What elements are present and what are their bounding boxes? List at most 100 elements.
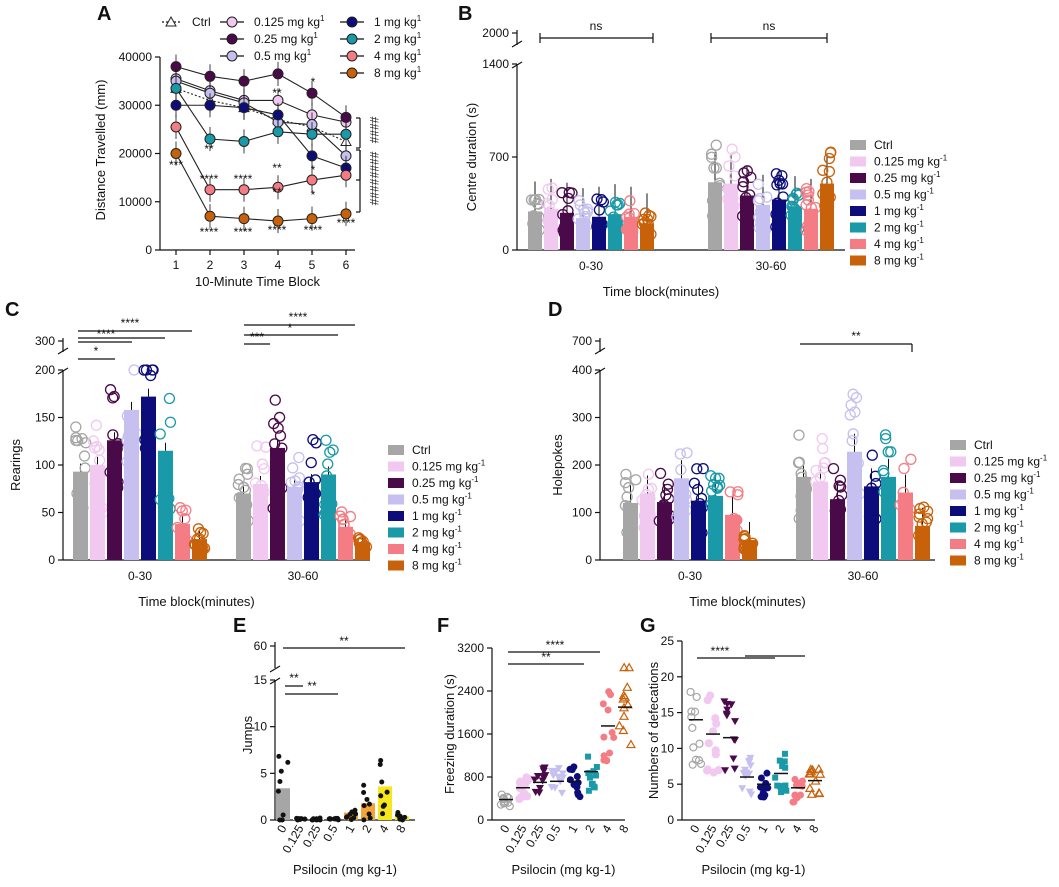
panel-c-bar-d025 (270, 447, 285, 560)
panel-b-axis-break (511, 40, 523, 48)
panel-e-xtick-label: 0.5 (320, 822, 341, 844)
panel-f-point-d0125 (516, 779, 525, 788)
panel-c-point-ctrl (241, 463, 253, 475)
panel-b-point-d025 (558, 227, 570, 239)
panel-b-ytick-label: 2000 (482, 26, 509, 40)
panel-c-legend-d4-swatch (388, 544, 404, 554)
panel-d-point-d1 (865, 482, 878, 494)
panel-d-point-d1 (697, 462, 709, 475)
panel-a-line-d0125 (175, 78, 347, 123)
panel-f-xtick-label: 4 (599, 822, 615, 835)
panel-c-axis-break (57, 367, 69, 375)
panel-c-point-d05 (287, 462, 299, 474)
panel-b-point-d05 (573, 194, 585, 207)
panel-d-point-d05 (844, 409, 856, 421)
panel-g-point-d2 (776, 757, 783, 764)
panel-b-stat-0: ns (590, 19, 603, 33)
panel-b-point-d05 (754, 206, 766, 219)
panel-d-legend-d025-swatch (950, 473, 966, 483)
panel-f-point-d2 (585, 753, 592, 760)
panel-g-ytick-label: 25 (661, 634, 675, 648)
panel-a-stat-4: ** (204, 142, 214, 156)
panel-d-legend-d025-label: 0.25 mg kg-1 (974, 470, 1041, 485)
panel-a-point-d2 (340, 128, 352, 140)
panel-d-point-d025 (662, 478, 674, 490)
panel-g-point-d05 (747, 791, 756, 799)
panel-a-point-d2 (306, 128, 318, 140)
panel-e-point (278, 768, 284, 774)
panel-b-point-ctrl (708, 162, 720, 174)
panel-c-bar-ctrl (73, 471, 88, 560)
panel-b-point-ctrl (706, 195, 719, 207)
panel-d-legend-d05-swatch (950, 489, 966, 500)
panel-d-bar-d1 (691, 500, 706, 560)
panel-a-line-d025 (175, 66, 347, 118)
panel-d-point-ctrl (625, 521, 637, 533)
panel-a-legend-label-d8: 8 mg kg1 (374, 65, 422, 80)
panel-g-point-d2 (781, 750, 788, 757)
panel-b-point-d4 (623, 208, 635, 220)
panel-a-stat-16: #### (367, 152, 381, 179)
panel-d-point-d2 (883, 482, 896, 494)
panel-c-point-d1 (142, 464, 155, 477)
panel-a-point-d8 (238, 213, 250, 225)
panel-c-point-d2 (319, 507, 332, 519)
panel-f-point-d4 (600, 752, 608, 760)
panel-c-point-d4 (176, 530, 189, 542)
panel-d-point-d2 (706, 485, 718, 497)
panel-b-legend-d025-label: 0.25 mg kg-1 (874, 170, 941, 185)
panel-c-point-d8 (354, 533, 366, 545)
panel-b-stat-1: ns (763, 19, 776, 33)
panel-f-ytick-label: 2400 (457, 684, 484, 698)
panel-f-point-d05 (558, 770, 567, 778)
panel-d-point-d05 (846, 435, 858, 447)
panel-d-point-d05 (847, 428, 859, 440)
panel-b-point-d025 (557, 208, 569, 221)
panel-b-point-d8 (639, 207, 652, 219)
panel-c-point-d1 (303, 500, 316, 512)
panel-d-point-d2 (713, 479, 726, 491)
panel-a-stat-6: ** (272, 185, 282, 199)
panel-a-xtick-label: 3 (241, 258, 248, 272)
panel-d-point-d025 (829, 505, 841, 517)
panel-b-bar-d2 (608, 214, 622, 250)
panel-c-point-d0125 (258, 463, 270, 475)
panel-d-point-d1 (866, 449, 878, 461)
panel-a-stat-2: * (311, 163, 316, 177)
panel-g-point-d0125 (711, 750, 720, 759)
panel-g-xtick-label: 2 (772, 822, 788, 835)
panel-a-ytick-label: 0 (145, 243, 152, 257)
panel-c-ytick-label: 200 (35, 363, 55, 377)
panel-c-legend-d4-label: 4 mg kg-1 (412, 541, 462, 556)
panel-d-axis-break (594, 367, 606, 375)
panel-c-point-d2 (163, 392, 176, 405)
panel-a-point-d4 (340, 169, 352, 181)
panel-g-point-ctrl (689, 743, 698, 752)
panel-b-point-ctrl (710, 162, 722, 174)
panel-g-point-d8 (804, 768, 815, 778)
panel-c-point-d025 (274, 430, 287, 442)
panel-g-point-d4 (793, 794, 801, 802)
panel-d-point-d05 (680, 493, 692, 506)
panel-f-point-d1 (574, 789, 582, 797)
panel-a-legend-label-d1: 1 mg kg1 (374, 14, 422, 29)
panel-a-xtick-label: 2 (207, 258, 214, 272)
panel-c-bar-ctrl (236, 493, 251, 560)
panel-a-stat-12: **** (337, 216, 356, 230)
panel-d-point-d2 (885, 446, 897, 458)
panel-b-point-d0125 (542, 215, 554, 227)
panel-b-legend-d0125-label: 0.125 mg kg-1 (874, 154, 948, 169)
panel-c-point-ctrl (239, 484, 252, 496)
panel-a-legend-marker-d0125 (226, 16, 238, 28)
panel-d-point-d4 (894, 499, 906, 511)
panel-b-point-d025 (566, 187, 578, 199)
panel-g-point-ctrl (688, 723, 697, 732)
panel-f-point-d8 (614, 720, 625, 730)
panel-b-point-ctrl (528, 210, 540, 222)
panel-d-point-d025 (834, 474, 847, 486)
panel-e-point (366, 801, 372, 807)
panel-g-point-ctrl (692, 692, 701, 702)
panel-b-point-d05 (577, 219, 589, 231)
panel-d-point-ctrl (795, 471, 808, 483)
panel-c-point-d0125 (251, 440, 263, 452)
